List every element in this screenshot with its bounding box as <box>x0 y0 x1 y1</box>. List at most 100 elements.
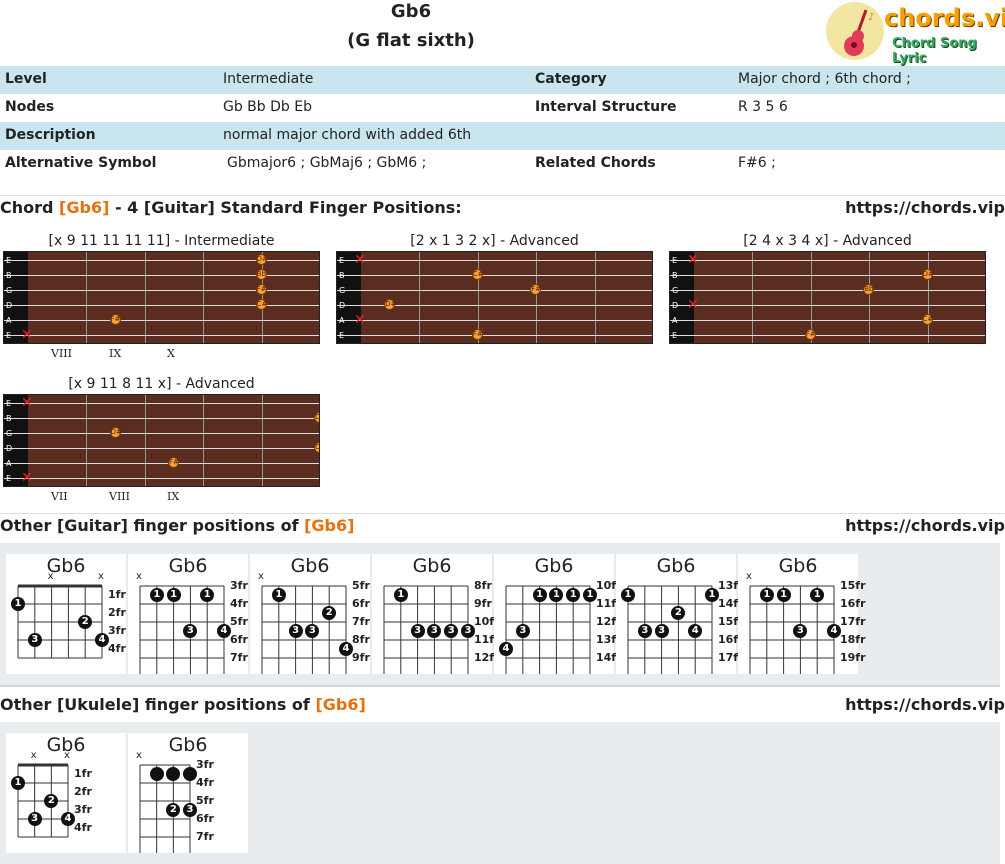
chord-card[interactable]: Gb6 5fr 6fr 7fr 8fr 9fr x 1 2 3 3 4 <box>250 554 370 674</box>
fret-number: IX <box>167 490 180 503</box>
finger-dot[interactable]: 3 <box>410 624 425 638</box>
info-value[interactable]: F#6 ; <box>738 155 776 171</box>
logo-brand-text: chords.vip <box>884 4 1005 32</box>
fretboard-diagram[interactable]: [2 x 1 3 2 x] - Advanced E B G D A E C# F# D# F# ✕ ✕ <box>336 233 653 363</box>
fret-label: 17fr <box>718 651 744 664</box>
info-key: Related Chords <box>535 155 656 171</box>
finger-dot[interactable]: 3 <box>515 624 530 638</box>
chord-card[interactable]: Gb6 1fr 2fr 3fr 4fr x x 1 2 3 4 <box>6 554 126 674</box>
fretboard-diagram[interactable]: [2 4 x 3 4 x] - Advanced E B G D A E D# Bb C# F# ✕ ✕ <box>669 233 986 363</box>
finger-dot[interactable]: 3 <box>27 633 42 647</box>
finger-note[interactable]: D# <box>921 269 934 280</box>
finger-dot[interactable]: 3 <box>444 624 459 638</box>
finger-dot[interactable]: 2 <box>322 606 337 620</box>
fret-label: 12fr <box>474 651 500 664</box>
fret-label: 19fr <box>840 651 866 664</box>
finger-note[interactable]: F# <box>168 457 179 468</box>
finger-dot[interactable]: 2 <box>166 803 181 817</box>
finger-note[interactable]: F# <box>471 329 483 340</box>
finger-note[interactable]: D# <box>255 254 268 265</box>
finger-dot[interactable]: 3 <box>427 624 442 638</box>
chord-card[interactable]: Gb6 15fr 16fr 17fr 18fr 19fr x 1 1 1 3 4 <box>738 554 866 674</box>
finger-dot[interactable]: 1 <box>566 588 581 602</box>
finger-dot[interactable]: 4 <box>95 633 109 647</box>
finger-note[interactable]: Bb <box>863 284 875 295</box>
fret-line <box>927 252 929 343</box>
finger-note[interactable]: C# <box>921 314 934 325</box>
finger-dot[interactable]: 1 <box>621 588 635 602</box>
finger-note[interactable]: C# <box>471 269 484 280</box>
fretboard-diagram[interactable]: [x 9 11 8 11 x] - AdvancedEBGDAED#D#C#F#… <box>3 376 320 506</box>
finger-dot[interactable]: 3 <box>637 624 652 638</box>
fret-label: 5fr <box>352 579 370 592</box>
finger-dot[interactable]: 1 <box>532 588 547 602</box>
chord-card[interactable]: Gb6 10fr 11fr 12fr 13fr 14fr 1 1 1 1 3 4 <box>494 554 622 674</box>
finger-dot[interactable]: 1 <box>149 588 164 602</box>
fretboard: E B G D A E D# Bb C# F# ✕ ✕ <box>669 251 986 344</box>
finger-dot[interactable]: 1 <box>759 588 774 602</box>
finger-dot[interactable]: 1 <box>549 588 564 602</box>
finger-dot[interactable]: 3 <box>654 624 669 638</box>
finger-note[interactable]: D# <box>314 412 319 423</box>
chord-card[interactable]: Gb6 13fr 14fr 15fr 16fr 17fr 1 1 2 3 3 4 <box>616 554 744 674</box>
string-line <box>4 320 319 321</box>
finger-dot[interactable]: 4 <box>688 624 703 638</box>
finger-dot[interactable]: 1 <box>200 588 215 602</box>
finger-note[interactable]: D# <box>384 299 397 310</box>
finger-dot[interactable]: 4 <box>499 642 513 656</box>
finger-dot[interactable]: 1 <box>11 597 25 611</box>
finger-dot[interactable]: 2 <box>78 615 93 629</box>
site-url-link[interactable]: https://chords.vip <box>845 516 1005 535</box>
finger-dot[interactable]: 1 <box>776 588 791 602</box>
finger-dot[interactable]: 3 <box>183 803 197 817</box>
finger-note[interactable]: C# <box>255 299 268 310</box>
finger-note[interactable]: F# <box>530 284 542 295</box>
string-name: A <box>6 459 12 468</box>
string-name: D <box>6 301 13 310</box>
chord-card[interactable]: Gb6 3fr 4fr 5fr 6fr 7fr x 1 1 1 3 4 <box>128 554 248 674</box>
string-line <box>670 335 985 336</box>
finger-note[interactable]: F# <box>255 284 267 295</box>
chord-card[interactable]: Gb6 3fr 4fr 5fr 6fr 7fr x 2 3 <box>128 733 248 853</box>
finger-note[interactable]: F# <box>804 329 816 340</box>
finger-dot[interactable]: 1 <box>583 588 597 602</box>
finger-dot[interactable]: 3 <box>461 624 475 638</box>
chord-card[interactable]: Gb6 8fr 9fr 10fr 11fr 12fr 1 3 3 3 3 <box>372 554 500 674</box>
finger-dot[interactable]: 1 <box>393 588 408 602</box>
finger-dot[interactable]: 1 <box>810 588 825 602</box>
finger-dot[interactable]: 3 <box>183 624 198 638</box>
finger-dot[interactable]: 4 <box>61 812 75 826</box>
heading-chord[interactable]: [Gb6] <box>304 516 355 535</box>
finger-dot[interactable] <box>149 767 164 781</box>
finger-dot[interactable]: 3 <box>305 624 320 638</box>
site-url-link[interactable]: https://chords.vip <box>845 198 1005 217</box>
finger-dot[interactable]: 1 <box>271 588 286 602</box>
finger-dot[interactable]: 4 <box>217 624 231 638</box>
finger-dot[interactable] <box>166 767 181 781</box>
fret-label: 7fr <box>352 615 370 628</box>
finger-dot[interactable] <box>183 767 197 781</box>
chord-card[interactable]: Gb6 1fr 2fr 3fr 4fr x x 1 2 3 4 <box>6 733 126 853</box>
finger-dot[interactable]: 4 <box>339 642 353 656</box>
finger-note[interactable]: D# <box>109 427 122 438</box>
finger-dot[interactable]: 1 <box>705 588 719 602</box>
finger-dot[interactable]: 3 <box>793 624 808 638</box>
finger-dot[interactable]: 2 <box>44 794 59 808</box>
finger-note[interactable]: C# <box>314 442 319 453</box>
finger-dot[interactable]: 4 <box>827 624 841 638</box>
site-logo[interactable]: ♪ chords.vip Chord Song Lyric <box>822 2 1005 66</box>
finger-dot[interactable]: 3 <box>288 624 303 638</box>
finger-dot[interactable]: 3 <box>27 812 42 826</box>
site-url-link[interactable]: https://chords.vip <box>845 695 1005 714</box>
fret-label: 4fr <box>230 597 248 610</box>
finger-dot[interactable]: 2 <box>671 606 686 620</box>
heading-chord[interactable]: [Gb6] <box>315 695 366 714</box>
fretboard-diagram[interactable]: [x 9 11 11 11 11] - Intermediate E B G D A E D#… <box>3 233 320 363</box>
finger-dot[interactable]: 1 <box>11 776 25 790</box>
finger-dot[interactable]: 1 <box>166 588 181 602</box>
finger-note[interactable]: F# <box>109 314 121 325</box>
heading-chord[interactable]: [Gb6] <box>59 198 110 217</box>
chord-grid <box>139 764 191 853</box>
fret-label: 6fr <box>230 633 248 646</box>
finger-note[interactable]: Bb <box>255 269 267 280</box>
